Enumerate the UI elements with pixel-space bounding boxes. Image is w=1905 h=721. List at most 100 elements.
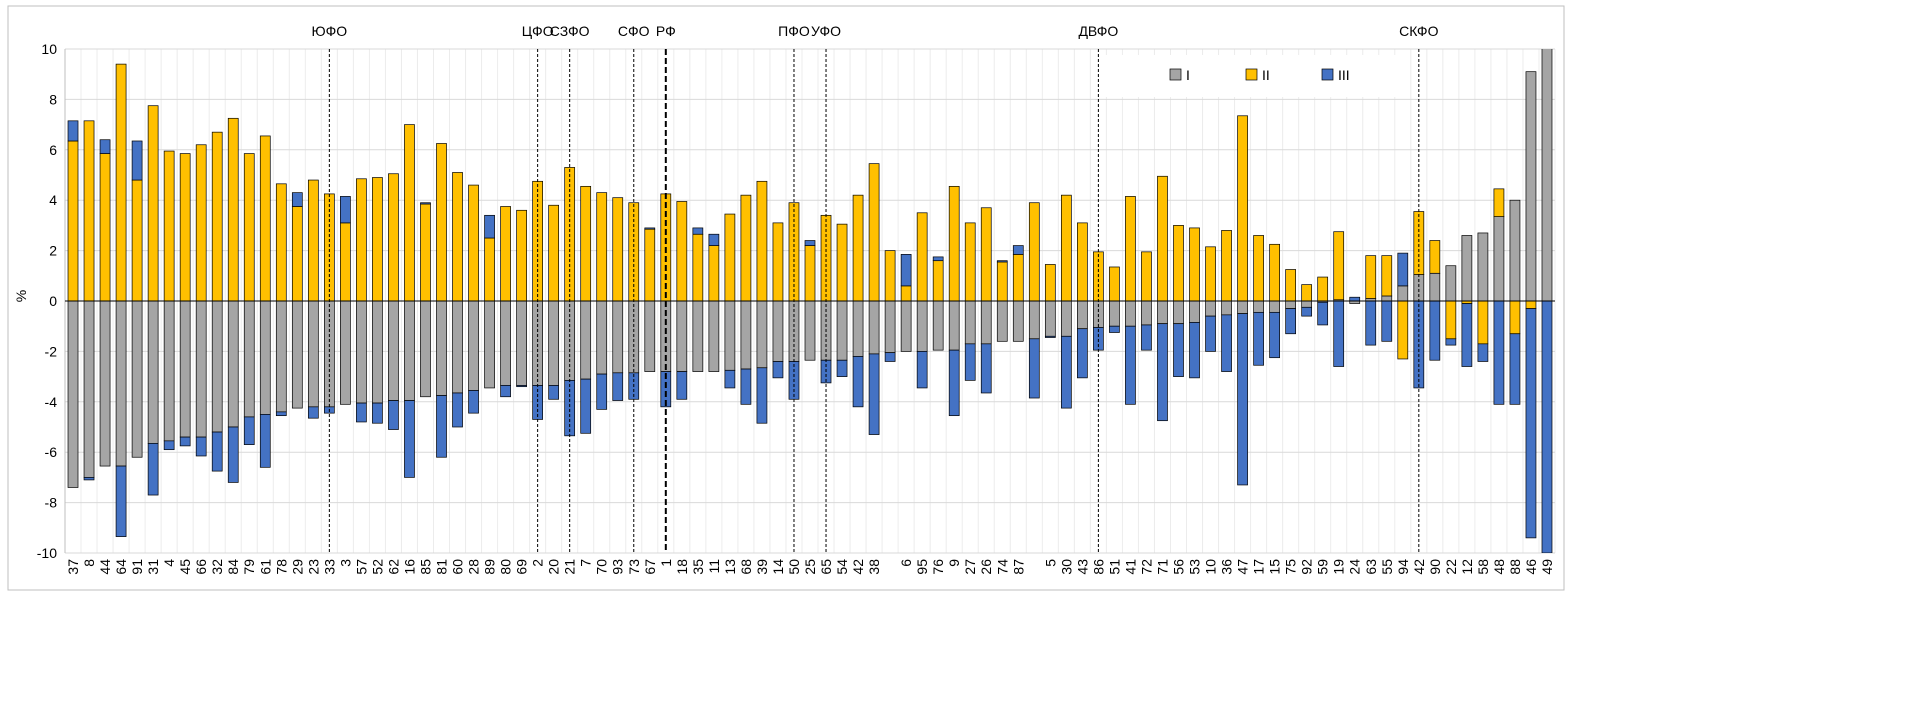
bar-segment	[516, 385, 527, 388]
bar-segment	[1173, 323, 1184, 377]
bar-segment	[83, 477, 95, 481]
bar-segment	[1525, 300, 1537, 309]
bar-segment	[1301, 300, 1313, 308]
region-label: СЗФО	[550, 23, 590, 39]
y-tick-label: -4	[45, 394, 58, 410]
x-tick-label: 76	[930, 559, 946, 575]
bar-segment	[1221, 230, 1232, 302]
bar-segment	[1189, 322, 1200, 379]
bar-segment	[1044, 300, 1056, 337]
bar-segment	[1461, 235, 1473, 302]
bar-segment	[388, 173, 399, 302]
bar-segment	[468, 300, 479, 391]
bar-segment	[227, 426, 239, 483]
bar-segment	[163, 150, 175, 302]
bar-segment	[1525, 308, 1537, 539]
x-tick-label: 14	[770, 559, 786, 575]
bar-segment	[99, 153, 111, 302]
bar-segment	[1028, 338, 1040, 399]
x-tick-label: 4	[161, 559, 177, 567]
x-tick-label: 8	[81, 559, 97, 567]
bar-segment	[131, 179, 143, 302]
bar-segment	[1285, 308, 1296, 335]
bar-segment	[1012, 245, 1024, 255]
bar-segment	[996, 260, 1008, 263]
bar-segment	[676, 201, 688, 302]
bar-segment	[307, 300, 319, 408]
x-tick-label: 86	[1090, 559, 1106, 575]
y-tick-label: 2	[49, 243, 57, 259]
bar-segment	[580, 378, 592, 434]
x-tick-label: 80	[498, 559, 514, 575]
region-label: ЦФО	[522, 23, 554, 39]
bar-segment	[1253, 311, 1264, 366]
x-tick-label: 89	[482, 559, 498, 575]
y-tick-label: 8	[49, 91, 57, 107]
x-tick-label: 51	[1106, 559, 1122, 575]
x-tick-label: 6	[898, 559, 914, 567]
bar-segment	[83, 120, 95, 302]
bar-segment	[1060, 300, 1072, 337]
bar-segment	[932, 256, 944, 262]
bar-segment	[884, 300, 896, 354]
y-tick-label: 4	[49, 192, 57, 208]
bar-segment	[1381, 295, 1393, 302]
bar-segment	[804, 240, 816, 246]
bar-segment	[275, 411, 287, 417]
x-tick-label: 50	[786, 559, 802, 575]
bar-segment	[884, 352, 896, 362]
x-tick-label: 5	[1042, 559, 1058, 567]
bar-segment	[291, 206, 303, 302]
region-label: СФО	[618, 23, 650, 39]
bar-segment	[67, 140, 79, 302]
bar-segment	[1189, 227, 1200, 302]
legend-swatch	[1169, 68, 1182, 81]
bar-segment	[900, 254, 912, 287]
y-tick-label: -8	[45, 495, 58, 511]
bar-segment	[356, 300, 367, 404]
x-tick-label: 35	[690, 559, 706, 575]
bar-segment	[83, 300, 95, 478]
bar-segment	[980, 343, 992, 394]
region-label: РФ	[656, 23, 676, 39]
bar-segment	[1493, 216, 1505, 302]
bar-segment	[1141, 251, 1152, 302]
bar-segment	[1397, 285, 1409, 302]
bar-segment	[1141, 324, 1152, 351]
x-tick-label: 26	[978, 559, 994, 575]
bar-segment	[1157, 175, 1168, 302]
x-tick-label: 55	[1379, 559, 1395, 575]
x-tick-label: 41	[1122, 559, 1138, 575]
y-tick-label: -6	[45, 444, 58, 460]
bar-segment	[1205, 300, 1216, 317]
bar-segment	[580, 300, 592, 380]
bar-segment	[1429, 240, 1441, 274]
bar-segment	[420, 202, 431, 205]
bar-segment	[99, 300, 111, 467]
bar-segment	[612, 372, 624, 401]
bar-segment	[1493, 300, 1505, 405]
bar-segment	[1237, 300, 1248, 314]
bar-segment	[67, 120, 79, 142]
bar-segment	[131, 140, 143, 181]
x-tick-label: 56	[1170, 559, 1186, 575]
x-tick-label: 53	[1187, 559, 1203, 575]
bars	[67, 49, 1553, 553]
bar-segment	[1012, 254, 1024, 302]
bar-segment	[868, 353, 880, 435]
bar-segment	[436, 395, 447, 458]
bar-segment	[115, 465, 127, 537]
bar-segment	[1077, 328, 1088, 379]
bar-segment	[372, 300, 383, 404]
bar-segment	[980, 207, 992, 302]
bar-segment	[1445, 338, 1457, 346]
x-tick-label: 13	[722, 559, 738, 575]
bar-segment	[195, 144, 207, 302]
bar-segment	[436, 143, 447, 302]
bar-segment	[484, 300, 495, 389]
bar-segment	[596, 373, 608, 410]
x-tick-label: 20	[546, 559, 562, 575]
bar-segment	[67, 300, 79, 488]
bar-segment	[1157, 323, 1168, 422]
